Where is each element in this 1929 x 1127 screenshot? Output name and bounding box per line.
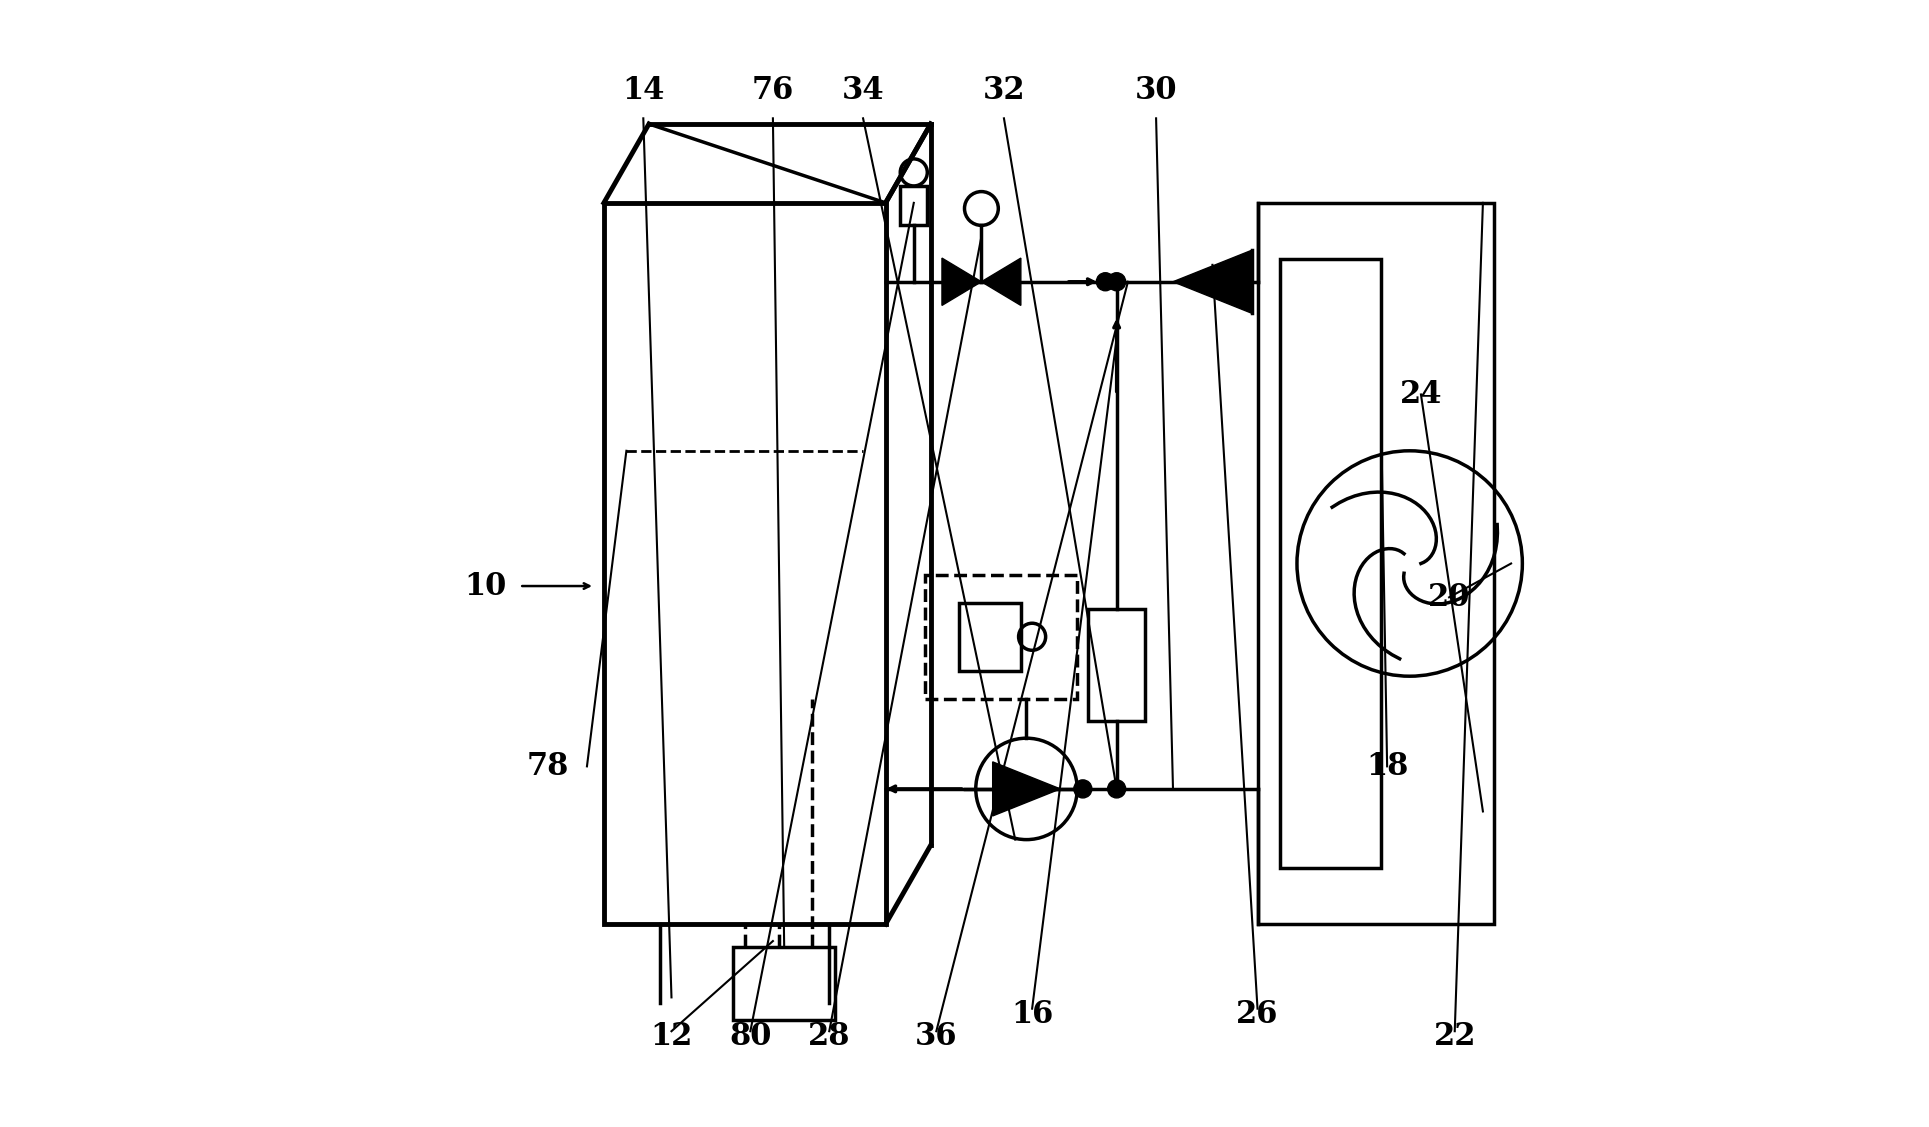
Bar <box>901 186 928 225</box>
Circle shape <box>1107 273 1127 291</box>
Bar <box>1088 609 1144 721</box>
Bar <box>733 947 835 1020</box>
Polygon shape <box>941 258 982 305</box>
Text: 34: 34 <box>841 74 883 106</box>
Text: 36: 36 <box>914 1021 957 1053</box>
Text: 80: 80 <box>729 1021 772 1053</box>
Polygon shape <box>1173 250 1252 313</box>
Text: 16: 16 <box>1011 999 1053 1030</box>
Circle shape <box>1107 780 1127 798</box>
Text: 78: 78 <box>527 751 569 782</box>
Polygon shape <box>982 258 1020 305</box>
Polygon shape <box>993 762 1061 816</box>
Bar <box>1258 203 1495 924</box>
Text: 32: 32 <box>982 74 1024 106</box>
Text: 30: 30 <box>1134 74 1177 106</box>
Text: 20: 20 <box>1427 582 1470 613</box>
Text: 76: 76 <box>752 74 795 106</box>
Circle shape <box>1074 780 1092 798</box>
Text: 22: 22 <box>1433 1021 1476 1053</box>
Text: 12: 12 <box>650 1021 693 1053</box>
Text: 24: 24 <box>1400 379 1443 410</box>
Text: 28: 28 <box>808 1021 851 1053</box>
Bar <box>926 575 1076 699</box>
Bar <box>1281 259 1381 868</box>
Text: 10: 10 <box>465 570 507 602</box>
Bar <box>959 603 1020 671</box>
Text: 14: 14 <box>623 74 664 106</box>
Bar <box>604 203 885 924</box>
Text: 26: 26 <box>1236 999 1279 1030</box>
Text: 18: 18 <box>1366 751 1408 782</box>
Circle shape <box>1096 273 1115 291</box>
